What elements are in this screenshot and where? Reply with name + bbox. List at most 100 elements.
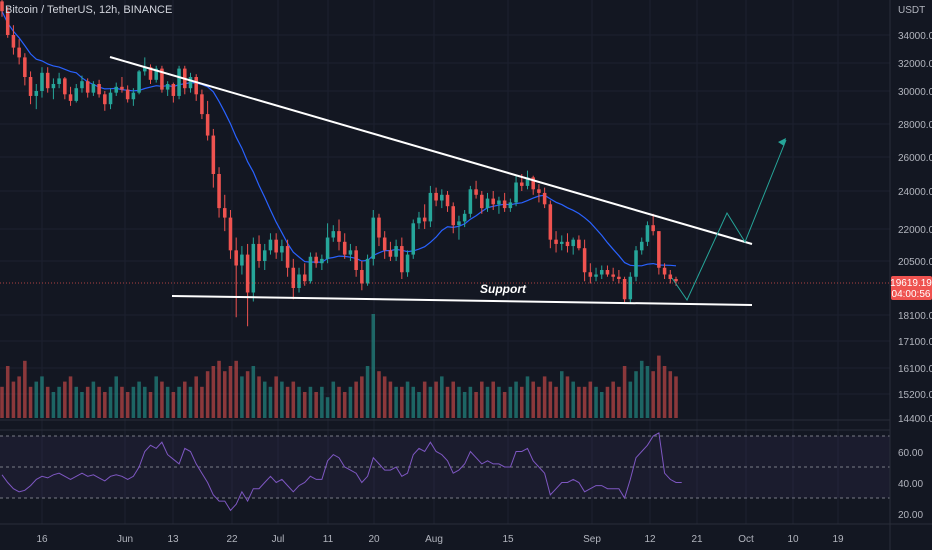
volume-bar <box>257 376 261 418</box>
candle <box>257 235 261 268</box>
candle <box>668 270 673 284</box>
volume-bar <box>120 386 124 418</box>
volume-bar <box>474 392 478 418</box>
candle <box>440 189 444 209</box>
candle <box>40 67 44 98</box>
candle <box>200 89 204 120</box>
candle <box>502 192 507 212</box>
support-label: Support <box>480 282 527 296</box>
price-tick-label: 30000.00 <box>898 87 932 98</box>
candle <box>291 258 296 300</box>
candle <box>491 191 495 210</box>
candle <box>97 79 101 98</box>
price-axis[interactable]: 34000.00 32000.00 30000.00 28000.00 26000.00… <box>898 31 932 425</box>
volume-bar <box>405 381 410 418</box>
candle <box>508 198 513 212</box>
volume-bar <box>291 381 296 418</box>
volume-bar <box>571 381 575 418</box>
candle <box>377 213 381 247</box>
candle <box>451 202 456 234</box>
volume-bar <box>74 386 79 418</box>
time-tick-label: Sep <box>583 534 601 545</box>
volume-bar <box>628 381 633 418</box>
candle <box>571 237 575 255</box>
candle <box>45 67 50 93</box>
volume-bar <box>251 366 256 418</box>
candle <box>639 237 644 255</box>
candle <box>622 276 627 304</box>
projection-arrowhead <box>778 138 786 146</box>
trendlines[interactable]: Support <box>109 56 787 306</box>
volume-bar <box>5 366 10 418</box>
candle <box>657 231 661 275</box>
volume-bar <box>108 386 113 418</box>
rsi-axis[interactable]: 60.00 40.00 20.00 <box>898 448 923 521</box>
candle <box>194 74 198 101</box>
projection-path[interactable] <box>671 139 787 302</box>
volume-bar <box>388 381 393 418</box>
price-tick-label: 16100.00 <box>898 364 932 375</box>
candle <box>394 239 398 261</box>
volume-bar <box>103 392 107 418</box>
volume-bar <box>143 386 147 418</box>
support-trendline[interactable] <box>171 295 753 306</box>
candle <box>34 84 39 110</box>
volume-bar <box>440 376 444 418</box>
volume-bar <box>377 371 381 418</box>
time-axis[interactable]: 16 Jun 13 22 Jul 11 20 Aug 15 Sep 12 21 Oct 10 19 <box>36 534 844 545</box>
volume-bar <box>668 371 673 418</box>
volume-bar <box>651 371 655 418</box>
volume-bar <box>451 381 456 418</box>
candle <box>360 261 364 291</box>
volume-bar <box>154 376 158 418</box>
candle <box>171 82 176 103</box>
volume-bar <box>422 381 427 418</box>
candle <box>308 252 313 284</box>
candle <box>165 81 170 96</box>
volume-bar <box>28 386 33 418</box>
currency-label: USDT <box>898 5 925 16</box>
price-badge: 19619.19 04:00:56 <box>890 276 932 300</box>
candle <box>565 233 570 253</box>
price-tick-label: 15200.00 <box>898 390 932 401</box>
time-tick-label: 21 <box>691 534 703 545</box>
time-tick-label: 13 <box>167 534 179 545</box>
candle <box>320 254 324 270</box>
price-tick-label: 18100.00 <box>898 311 932 322</box>
candle <box>605 265 610 277</box>
resistance-trendline[interactable] <box>109 56 753 245</box>
time-tick-label: 20 <box>368 534 380 545</box>
volume-bar <box>45 386 50 418</box>
volume-bar <box>177 386 181 418</box>
time-tick-label: Jun <box>117 534 133 545</box>
candle <box>480 191 484 214</box>
volume-bar <box>274 376 278 418</box>
candle <box>634 246 638 282</box>
volume-bar <box>297 386 301 418</box>
candle <box>428 185 433 228</box>
volume-bar <box>674 376 678 418</box>
candle <box>594 267 598 282</box>
volume-bars <box>0 314 678 418</box>
volume-bar <box>125 392 130 418</box>
candle <box>577 235 581 251</box>
candle <box>400 237 404 279</box>
volume-bar <box>285 386 290 418</box>
candle <box>331 225 336 242</box>
candle <box>148 64 153 84</box>
time-tick-label: 11 <box>323 534 334 545</box>
candle <box>388 241 393 261</box>
volume-bar <box>63 381 67 418</box>
candle <box>91 81 96 96</box>
volume-bar <box>148 392 153 418</box>
candle <box>371 210 376 266</box>
volume-bar <box>394 386 398 418</box>
candle <box>348 243 353 261</box>
candle <box>205 100 210 141</box>
candle <box>108 88 113 110</box>
candle <box>154 65 158 83</box>
candle <box>120 77 124 93</box>
candle <box>588 263 593 284</box>
